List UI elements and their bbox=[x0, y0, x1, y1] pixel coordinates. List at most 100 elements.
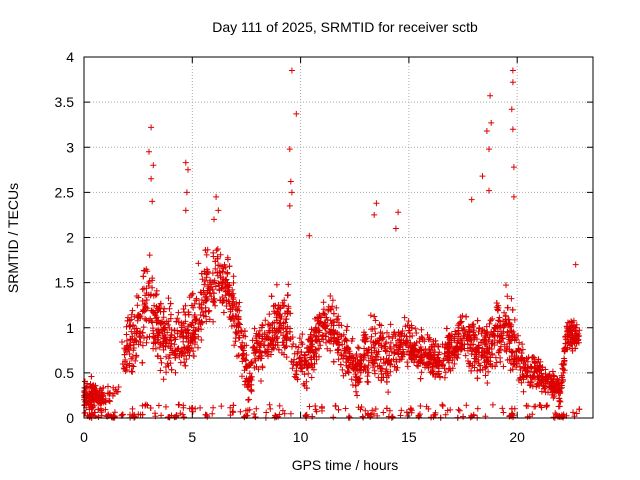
data-point bbox=[139, 286, 146, 293]
data-point bbox=[251, 355, 258, 362]
data-point bbox=[210, 318, 217, 325]
data-point bbox=[258, 378, 264, 384]
data-point bbox=[134, 328, 141, 335]
data-point bbox=[275, 305, 282, 312]
data-point bbox=[493, 300, 500, 306]
data-point bbox=[544, 373, 551, 380]
data-point bbox=[489, 331, 496, 338]
data-point bbox=[417, 375, 424, 382]
data-point bbox=[448, 335, 455, 342]
data-point bbox=[562, 345, 569, 351]
data-point bbox=[466, 344, 473, 351]
data-point bbox=[143, 297, 150, 303]
data-point bbox=[245, 396, 252, 403]
data-point bbox=[569, 319, 576, 326]
data-point bbox=[475, 342, 482, 349]
data-point bbox=[329, 297, 336, 304]
data-point bbox=[462, 329, 469, 336]
data-point bbox=[528, 379, 535, 386]
data-point bbox=[569, 330, 576, 337]
data-point bbox=[206, 290, 213, 297]
data-point bbox=[511, 316, 518, 323]
data-point bbox=[302, 358, 309, 365]
data-point bbox=[343, 355, 350, 362]
data-point bbox=[283, 354, 290, 361]
data-point bbox=[182, 318, 189, 325]
data-point bbox=[476, 325, 483, 331]
data-point bbox=[529, 354, 536, 361]
data-point bbox=[233, 300, 240, 307]
data-point bbox=[203, 251, 210, 258]
data-point bbox=[203, 295, 210, 301]
data-point bbox=[95, 406, 102, 413]
data-point bbox=[488, 346, 495, 352]
data-point bbox=[159, 330, 166, 337]
data-point bbox=[168, 366, 175, 373]
data-point bbox=[172, 352, 179, 359]
data-point bbox=[487, 317, 494, 324]
data-point bbox=[482, 332, 488, 339]
data-point bbox=[145, 317, 152, 324]
data-point bbox=[399, 328, 406, 334]
data-point bbox=[314, 314, 320, 321]
data-point bbox=[517, 374, 524, 381]
data-point bbox=[200, 299, 207, 306]
data-point bbox=[468, 351, 475, 357]
data-point bbox=[509, 306, 516, 313]
data-point bbox=[417, 403, 424, 409]
data-point bbox=[186, 352, 193, 359]
data-point bbox=[443, 325, 450, 332]
data-point bbox=[319, 332, 326, 339]
data-point bbox=[124, 342, 131, 349]
data-point bbox=[485, 349, 492, 356]
data-point bbox=[303, 385, 310, 392]
data-point bbox=[412, 325, 419, 332]
data-point bbox=[156, 344, 163, 351]
data-point bbox=[333, 304, 340, 311]
data-point bbox=[304, 344, 311, 351]
data-point bbox=[214, 255, 221, 262]
data-point bbox=[174, 315, 181, 322]
data-point bbox=[283, 337, 290, 344]
data-point bbox=[491, 324, 498, 331]
data-point bbox=[408, 322, 415, 329]
data-point bbox=[513, 336, 520, 343]
data-point bbox=[287, 178, 294, 185]
data-point bbox=[447, 367, 454, 374]
data-point bbox=[401, 314, 408, 321]
data-point bbox=[229, 313, 236, 320]
data-point bbox=[177, 410, 184, 417]
data-point bbox=[368, 326, 375, 333]
data-point bbox=[529, 411, 536, 418]
data-point bbox=[168, 332, 174, 339]
data-point bbox=[442, 369, 449, 376]
data-point bbox=[572, 327, 579, 334]
data-point bbox=[209, 410, 216, 417]
data-point bbox=[215, 207, 222, 214]
data-point bbox=[555, 403, 562, 410]
data-point bbox=[462, 352, 469, 359]
y-tick-label: 0.5 bbox=[55, 365, 75, 381]
data-point bbox=[542, 378, 549, 385]
data-point bbox=[385, 389, 392, 396]
data-point bbox=[276, 402, 283, 409]
data-point bbox=[481, 347, 487, 354]
data-point bbox=[431, 412, 438, 419]
data-point bbox=[279, 407, 286, 414]
data-point bbox=[481, 336, 488, 343]
data-point bbox=[286, 146, 293, 153]
data-point bbox=[181, 344, 188, 351]
x-tick-label: 0 bbox=[80, 429, 88, 445]
data-point bbox=[95, 414, 102, 420]
data-point bbox=[486, 320, 493, 327]
data-point bbox=[240, 347, 247, 354]
data-point bbox=[239, 373, 245, 380]
data-point bbox=[516, 339, 523, 346]
data-point bbox=[503, 345, 510, 352]
data-point bbox=[102, 399, 109, 406]
data-point bbox=[430, 370, 437, 377]
data-point bbox=[415, 363, 422, 370]
data-point bbox=[355, 379, 362, 386]
data-point bbox=[540, 382, 547, 389]
data-point bbox=[479, 173, 486, 180]
